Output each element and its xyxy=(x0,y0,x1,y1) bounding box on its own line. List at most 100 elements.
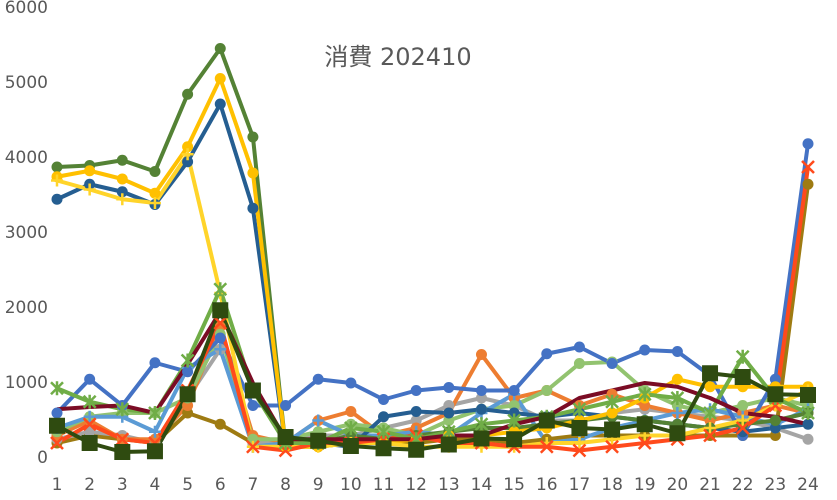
point xyxy=(539,439,554,454)
point xyxy=(214,98,226,110)
x-tick-label: 22 xyxy=(732,475,754,495)
point xyxy=(148,197,161,209)
point xyxy=(800,387,816,403)
point xyxy=(116,154,128,166)
point xyxy=(214,43,226,54)
x-tick-label: 16 xyxy=(536,475,558,495)
point xyxy=(605,394,619,409)
point xyxy=(636,416,653,433)
point xyxy=(538,412,555,429)
x-tick-label: 13 xyxy=(438,475,460,495)
point xyxy=(541,385,553,396)
point xyxy=(669,425,686,442)
point xyxy=(49,417,65,434)
x-tick-label: 20 xyxy=(667,475,689,495)
point xyxy=(116,173,128,185)
point xyxy=(214,418,226,430)
x-tick-label: 12 xyxy=(405,475,427,495)
point xyxy=(82,394,97,409)
point xyxy=(573,358,585,369)
point xyxy=(116,193,129,206)
x-tick-label: 6 xyxy=(215,475,226,495)
x-tick-label: 5 xyxy=(182,475,193,495)
point xyxy=(606,388,618,400)
point xyxy=(84,165,96,177)
point xyxy=(51,407,63,419)
point xyxy=(734,369,751,385)
point xyxy=(146,443,163,460)
point xyxy=(572,402,587,417)
point xyxy=(473,430,490,447)
x-tick-label: 10 xyxy=(340,475,362,495)
point xyxy=(573,341,585,353)
point xyxy=(115,402,130,417)
point xyxy=(637,436,652,450)
x-tick-label: 9 xyxy=(313,475,324,495)
point xyxy=(312,373,324,385)
point xyxy=(345,377,357,389)
point xyxy=(573,437,586,449)
x-tick-label: 19 xyxy=(634,475,656,495)
point xyxy=(408,441,425,458)
point xyxy=(410,406,422,417)
y-tick-label: 1000 xyxy=(5,373,48,393)
point xyxy=(244,382,261,399)
point xyxy=(801,160,815,174)
point xyxy=(148,425,161,438)
point xyxy=(310,432,327,449)
point xyxy=(149,357,161,369)
point xyxy=(802,418,814,430)
point xyxy=(247,202,259,214)
point xyxy=(51,174,63,187)
point xyxy=(604,421,621,438)
point xyxy=(213,316,228,330)
point xyxy=(345,406,357,417)
point xyxy=(475,385,487,396)
point xyxy=(375,440,392,457)
x-tick-label: 8 xyxy=(280,475,291,495)
x-tick-label: 15 xyxy=(503,475,525,495)
point xyxy=(378,411,390,423)
point xyxy=(735,349,750,364)
x-tick-label: 24 xyxy=(797,475,819,495)
point xyxy=(182,88,194,100)
x-tick-label: 2 xyxy=(84,475,95,495)
point xyxy=(737,400,749,411)
point xyxy=(247,433,259,445)
point xyxy=(212,302,229,319)
x-tick-label: 21 xyxy=(699,475,721,495)
point xyxy=(802,433,814,445)
point xyxy=(246,439,260,454)
point xyxy=(51,193,63,205)
point xyxy=(179,386,196,403)
series-line xyxy=(56,308,809,454)
point xyxy=(735,421,750,435)
point xyxy=(149,187,161,199)
point xyxy=(767,386,784,403)
point xyxy=(149,166,161,177)
x-tick-label: 4 xyxy=(150,475,161,495)
point xyxy=(148,406,162,420)
point xyxy=(508,407,520,419)
point xyxy=(703,428,717,443)
point xyxy=(671,407,684,419)
point xyxy=(704,422,717,434)
point xyxy=(507,413,522,428)
y-tick-label: 5000 xyxy=(5,73,48,93)
point xyxy=(342,438,359,454)
x-tick-label: 14 xyxy=(471,475,493,495)
point xyxy=(247,131,259,143)
point xyxy=(410,385,422,396)
point xyxy=(182,141,194,153)
point xyxy=(214,332,226,344)
x-tick-label: 17 xyxy=(569,475,591,495)
point xyxy=(280,400,292,411)
point xyxy=(605,439,619,454)
point xyxy=(606,358,618,369)
y-tick-label: 2000 xyxy=(5,298,48,318)
point xyxy=(802,138,814,150)
point xyxy=(82,417,97,432)
point xyxy=(213,282,228,297)
point xyxy=(51,161,63,173)
point xyxy=(572,443,587,458)
